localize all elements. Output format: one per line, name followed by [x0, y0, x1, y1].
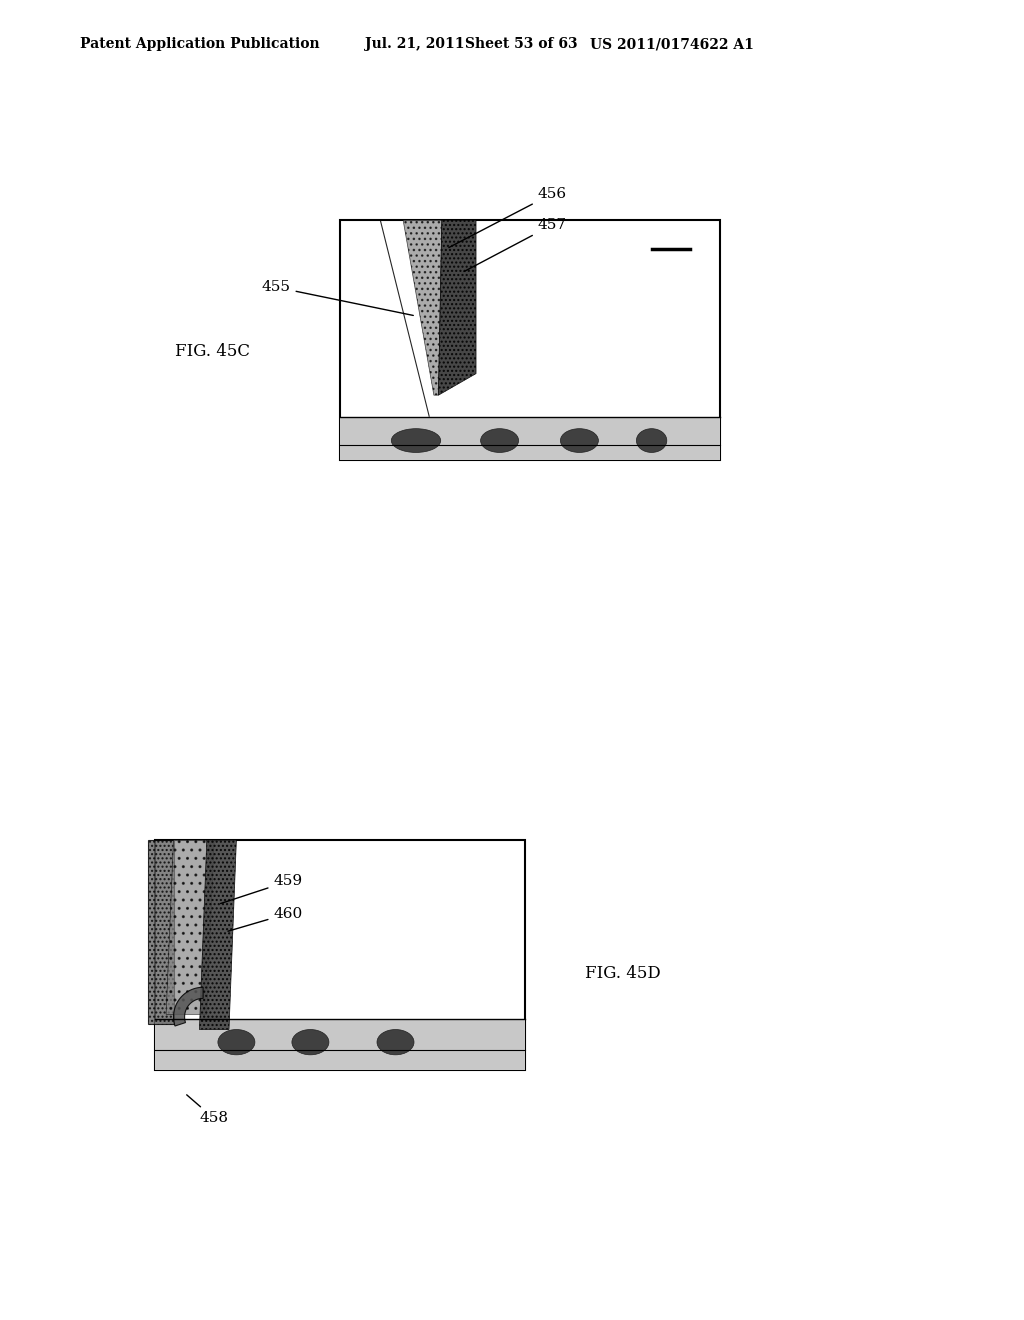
Bar	[340, 220, 720, 459]
Polygon shape	[147, 840, 173, 1024]
Text: 460: 460	[228, 907, 303, 931]
Polygon shape	[438, 220, 476, 395]
Text: Patent Application Publication: Patent Application Publication	[80, 37, 319, 51]
Text: Jul. 21, 2011: Jul. 21, 2011	[365, 37, 465, 51]
Polygon shape	[200, 840, 237, 1030]
Ellipse shape	[292, 1030, 329, 1055]
Text: 458: 458	[186, 1094, 228, 1126]
Bar	[340, 417, 720, 459]
Bar	[155, 840, 525, 1071]
Text: 456: 456	[449, 187, 566, 248]
Polygon shape	[380, 220, 429, 417]
Polygon shape	[403, 220, 441, 395]
Text: 457: 457	[464, 218, 566, 272]
Polygon shape	[166, 840, 214, 1014]
Ellipse shape	[636, 429, 667, 453]
Text: 455: 455	[261, 280, 414, 315]
Text: US 2011/0174622 A1: US 2011/0174622 A1	[590, 37, 754, 51]
Bar	[155, 1019, 525, 1071]
Ellipse shape	[377, 1030, 414, 1055]
Text: FIG. 45D: FIG. 45D	[585, 965, 660, 982]
Ellipse shape	[480, 429, 518, 453]
Ellipse shape	[218, 1030, 255, 1055]
Text: FIG. 45C: FIG. 45C	[175, 343, 250, 360]
Text: 459: 459	[220, 874, 302, 903]
Ellipse shape	[391, 429, 440, 453]
Text: Sheet 53 of 63: Sheet 53 of 63	[465, 37, 578, 51]
Polygon shape	[173, 987, 203, 1026]
Ellipse shape	[560, 429, 598, 453]
